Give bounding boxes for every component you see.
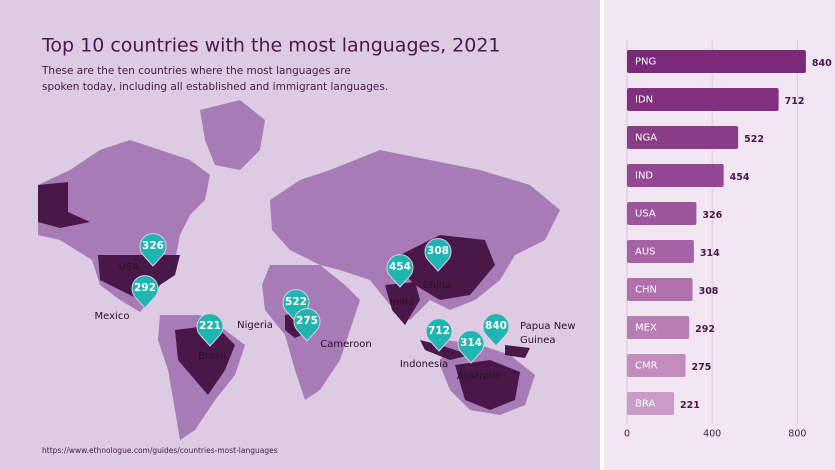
value-label: 326 xyxy=(702,210,722,221)
country-label: Papua New xyxy=(520,321,576,332)
world-map xyxy=(38,100,560,440)
country-label: Australia xyxy=(457,371,501,382)
value-label: 712 xyxy=(785,96,805,107)
bar xyxy=(627,354,686,377)
pin xyxy=(482,313,510,347)
bar-label: NGA xyxy=(635,133,657,144)
value-label: 454 xyxy=(730,172,750,183)
bar xyxy=(627,88,779,111)
pin-value: 308 xyxy=(427,245,449,257)
bar-label: PNG xyxy=(635,57,656,68)
country-label: Nigeria xyxy=(237,320,273,331)
pin xyxy=(457,330,485,364)
pin xyxy=(131,275,159,309)
subtitle: These are the ten countries where the mo… xyxy=(41,65,351,77)
bar-label: AUS xyxy=(635,247,656,258)
pin xyxy=(293,308,321,342)
pin-value: 840 xyxy=(485,320,507,332)
divider xyxy=(600,0,604,470)
country-label: Mexico xyxy=(95,311,130,322)
country-label: Guinea xyxy=(520,335,555,346)
bar xyxy=(627,278,693,301)
x-tick-label: 400 xyxy=(703,429,721,440)
pin xyxy=(139,233,167,267)
bar-label: USA xyxy=(635,209,656,220)
pin-value: 454 xyxy=(389,261,411,273)
pin-value: 221 xyxy=(199,320,221,332)
bar-label: IND xyxy=(635,171,653,182)
value-label: 522 xyxy=(744,134,764,145)
title: Top 10 countries with the most languages… xyxy=(41,35,501,57)
source: https://www.ethnologue.com/guides/countr… xyxy=(42,446,278,455)
pin xyxy=(386,254,414,288)
pin-value: 326 xyxy=(142,240,164,252)
country-label: Indonesia xyxy=(400,359,448,370)
country-label: China xyxy=(423,280,452,291)
country-label: India xyxy=(390,297,415,308)
bar xyxy=(627,316,690,339)
pin-value: 292 xyxy=(134,282,156,294)
bar xyxy=(627,164,724,187)
x-tick-label: 800 xyxy=(788,429,806,440)
bar xyxy=(627,50,806,73)
country-label: USA xyxy=(119,262,140,273)
pin-value: 275 xyxy=(296,315,318,327)
pin-value: 522 xyxy=(285,296,307,308)
bar xyxy=(627,202,697,225)
country-label: Cameroon xyxy=(320,339,371,350)
pin-value: 314 xyxy=(460,337,482,349)
bar xyxy=(627,392,675,415)
bar-label: CMR xyxy=(635,361,658,372)
bar xyxy=(627,126,739,149)
country-label: Brazil xyxy=(198,351,226,362)
value-label: 275 xyxy=(692,362,712,373)
subtitle: spoken today, including all established … xyxy=(42,81,388,93)
x-tick-label: 0 xyxy=(624,429,630,440)
pin-value: 712 xyxy=(428,325,450,337)
value-label: 221 xyxy=(680,400,700,411)
value-label: 292 xyxy=(695,324,715,335)
value-label: 308 xyxy=(699,286,719,297)
value-label: 314 xyxy=(700,248,720,259)
highlighted-countries xyxy=(38,182,530,410)
bar xyxy=(627,240,694,263)
chart-panel xyxy=(604,0,835,470)
bar-label: IDN xyxy=(635,95,653,106)
bar-label: CHN xyxy=(635,285,657,296)
pin xyxy=(196,313,224,347)
pin xyxy=(424,238,452,272)
pin xyxy=(425,318,453,352)
bar-label: MEX xyxy=(635,323,657,334)
value-label: 840 xyxy=(812,58,832,69)
bar-label: BRA xyxy=(635,399,655,410)
